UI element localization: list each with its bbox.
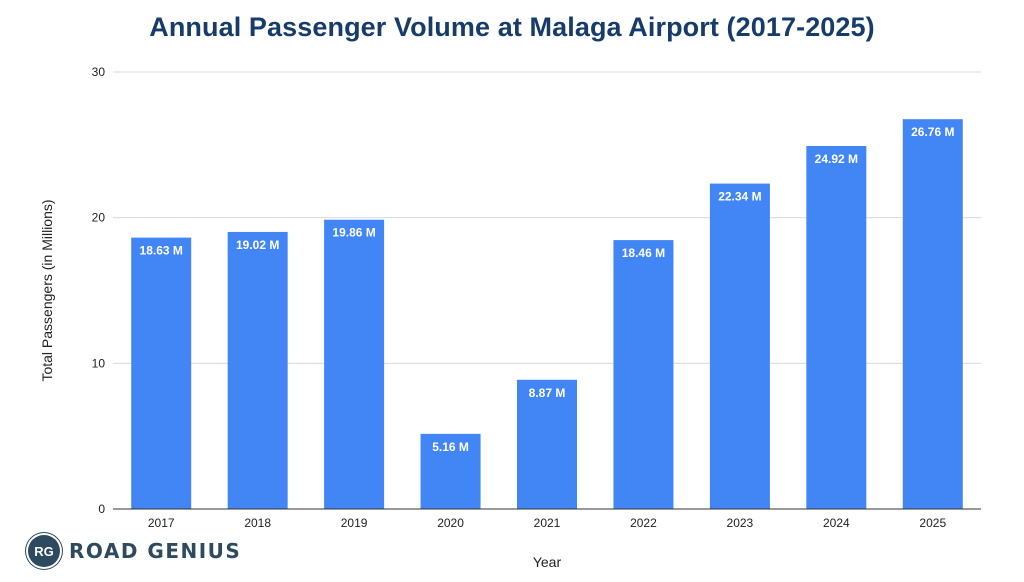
bars: 18.63 M 19.02 M 19.86 M 5.16 M 8.87 M 18.46 M… xyxy=(131,119,963,510)
x-tick-label: 2018 xyxy=(244,516,271,530)
bar-2017 xyxy=(131,237,192,510)
bar-2018 xyxy=(227,231,288,509)
bar-data-label: 22.34 M xyxy=(718,190,761,204)
bar-data-label: 19.86 M xyxy=(332,226,375,240)
x-tick-label: 2017 xyxy=(148,516,175,530)
bar-2024 xyxy=(806,145,867,510)
y-axis-label: Total Passengers (in Millions) xyxy=(39,199,55,381)
x-axis-label: Year xyxy=(533,554,562,570)
bar-2023 xyxy=(709,183,770,509)
x-tick-label: 2021 xyxy=(534,516,561,530)
bar-data-label: 8.87 M xyxy=(529,386,566,400)
x-tick-label: 2025 xyxy=(919,516,946,530)
x-tick-label: 2019 xyxy=(341,516,368,530)
bar-2019 xyxy=(324,219,385,509)
x-tick-label: 2020 xyxy=(437,516,464,530)
bar-2022 xyxy=(613,240,674,509)
bar-data-label: 5.16 M xyxy=(432,440,469,454)
tick-labels: 0 10 20 30 2017 2018 2019 2020 2021 2022 2023 2024 2… xyxy=(92,65,947,530)
bar-2021 xyxy=(517,379,577,509)
bar-2025 xyxy=(902,119,963,510)
y-tick-label: 0 xyxy=(98,502,105,516)
y-tick-label: 20 xyxy=(92,211,106,225)
bar-data-label: 24.92 M xyxy=(815,152,858,166)
bar-data-label: 18.46 M xyxy=(622,246,665,260)
chart-title: Annual Passenger Volume at Malaga Airpor… xyxy=(149,12,875,42)
logo-text: ROAD GENIUS xyxy=(69,539,242,563)
x-tick-label: 2023 xyxy=(727,516,754,530)
bar-data-label: 19.02 M xyxy=(236,238,279,252)
x-tick-label: 2022 xyxy=(630,516,657,530)
x-tick-label: 2024 xyxy=(823,516,850,530)
bar-data-label: 26.76 M xyxy=(911,125,954,139)
y-tick-label: 10 xyxy=(92,356,106,370)
bar-data-label: 18.63 M xyxy=(140,244,183,258)
bar-2020 xyxy=(420,433,481,509)
y-tick-label: 30 xyxy=(92,65,106,79)
road-genius-logo: RG ROAD GENIUS xyxy=(28,535,241,567)
logo-badge-icon: RG xyxy=(28,535,60,567)
